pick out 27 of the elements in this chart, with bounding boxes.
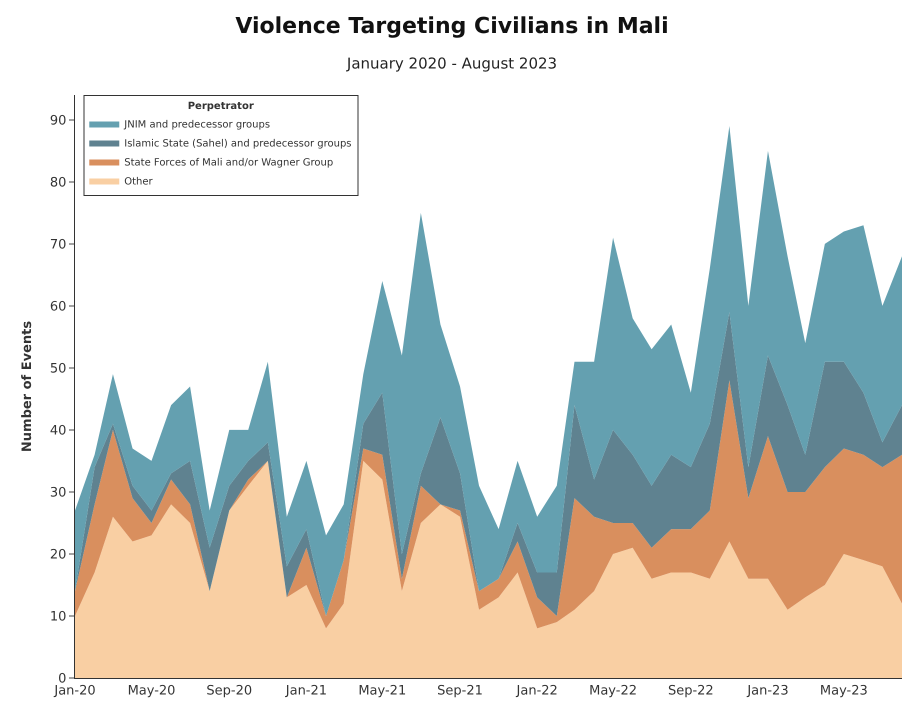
y-tick-label: 30 xyxy=(50,485,66,500)
y-tick-label: 60 xyxy=(50,299,66,314)
x-tick-label: May-20 xyxy=(128,684,176,699)
x-tick-label: Sep-20 xyxy=(206,684,252,699)
legend-label: JNIM and predecessor groups xyxy=(123,119,270,130)
x-tick-label: Jan-21 xyxy=(284,684,328,699)
y-tick-label: 20 xyxy=(50,548,66,563)
x-tick-label: May-23 xyxy=(820,684,868,699)
chart-title: Violence Targeting Civilians in Mali xyxy=(235,14,669,40)
y-tick-label: 10 xyxy=(50,610,66,625)
legend-label: Other xyxy=(124,176,154,188)
x-tick-label: Jan-23 xyxy=(746,684,789,699)
legend-label: State Forces of Mali and/or Wagner Group xyxy=(124,157,334,168)
y-tick-label: 90 xyxy=(50,113,66,128)
y-axis-title: Number of Events xyxy=(20,320,35,452)
y-tick-label: 70 xyxy=(50,237,66,252)
legend-title: Perpetrator xyxy=(188,101,254,112)
x-tick-label: Sep-22 xyxy=(668,684,714,699)
y-tick-label: 50 xyxy=(50,361,66,376)
x-tick-label: May-22 xyxy=(589,684,638,699)
y-tick-label: 80 xyxy=(50,175,66,190)
x-tick-label: Jan-22 xyxy=(516,684,558,699)
chart-subtitle: January 2020 - August 2023 xyxy=(346,54,558,72)
y-tick-label: 40 xyxy=(50,423,66,438)
x-tick-label: May-21 xyxy=(358,684,406,699)
legend-label: Islamic State (Sahel) and predecessor groups xyxy=(124,138,352,150)
x-tick-label: Sep-21 xyxy=(437,684,483,699)
